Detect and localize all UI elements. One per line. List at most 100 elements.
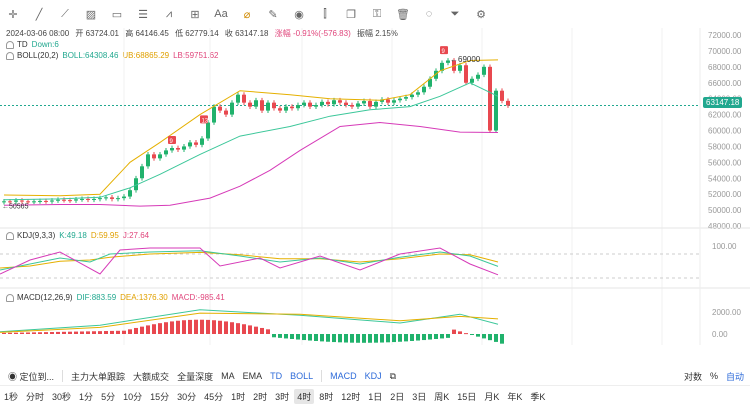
candle-body (284, 106, 288, 111)
line-tool-icon[interactable]: ╱ (35, 8, 43, 21)
price-tick-label: 70000.00 (708, 47, 742, 56)
ray-tool-icon[interactable]: ⟋ (61, 7, 69, 20)
settings-icon[interactable]: ⚙ (476, 8, 486, 21)
macd-histogram-bar (80, 331, 84, 334)
macd-histogram-bar (476, 334, 480, 337)
delete-icon[interactable]: 🗑 (396, 8, 410, 21)
indicator-main-order[interactable]: 主力大单跟踪 (71, 371, 126, 382)
timeframe-22[interactable]: 季K (530, 391, 546, 402)
timeframe-4[interactable]: 5分 (101, 391, 116, 402)
macd-value: MACD:-985.41 (171, 293, 225, 302)
macd-histogram-bar (320, 334, 324, 342)
stats-high: 高 64146.45 (125, 29, 169, 38)
timeframe-17[interactable]: 3日 (412, 391, 427, 402)
copy-icon[interactable]: ❐ (346, 8, 356, 21)
td-mark-label: 9 (170, 139, 174, 145)
indicator-macd[interactable]: MACD (330, 371, 357, 381)
timeframe-21[interactable]: 年K (507, 391, 523, 402)
timeframe-12[interactable]: 4时 (294, 388, 315, 404)
ruler-icon[interactable]: ✎ (268, 8, 278, 21)
candle-body (230, 102, 234, 115)
boll-upper-line (3, 59, 499, 197)
macd-histogram-bar (212, 320, 216, 334)
eye-icon[interactable]: ◉ (294, 8, 304, 21)
macd-histogram-bar (38, 332, 42, 334)
timeframe-2[interactable]: 30秒 (52, 391, 72, 402)
macd-histogram-bar (386, 334, 390, 343)
boll-indicator-label[interactable]: BOLL(20,2) BOLL:64308.46 UB:68865.29 LB:… (6, 51, 218, 60)
lock-icon[interactable]: ⚿ (372, 7, 382, 20)
timeframe-14[interactable]: 12时 (341, 391, 361, 402)
macd-histogram-bar (344, 334, 348, 343)
candle-body (116, 198, 120, 200)
parallel-tool-icon[interactable]: ▨ (85, 8, 97, 21)
indicator-large-trade[interactable]: 大额成交 (133, 371, 170, 382)
crosshair-icon[interactable]: ✛ (8, 8, 18, 21)
candle-body (308, 102, 312, 107)
price-tick-label: 50000.00 (708, 206, 742, 215)
bell-icon (6, 40, 14, 49)
timeframe-8[interactable]: 45分 (204, 391, 224, 402)
macd-histogram-bar (338, 334, 342, 343)
timeframe-6[interactable]: 15分 (150, 391, 170, 402)
candle-body (164, 150, 168, 155)
timeframe-10[interactable]: 2时 (253, 391, 268, 402)
text-tool-icon[interactable]: Aa (214, 8, 228, 20)
td-value: Down:6 (31, 40, 59, 49)
indicator-kdj[interactable]: KDJ (364, 371, 382, 381)
candle-body (320, 101, 324, 106)
timeframe-1[interactable]: 分时 (26, 391, 45, 402)
timeframe-20[interactable]: 月K (484, 391, 500, 402)
timeframe-5[interactable]: 10分 (123, 391, 143, 402)
td-mark-badge (168, 136, 176, 145)
indicator-ema[interactable]: EMA (242, 371, 263, 381)
candle-body (476, 74, 480, 79)
candle-body (410, 94, 414, 98)
macd-name: MACD(12,26,9) (17, 293, 73, 302)
td-indicator-label[interactable]: TD Down:6 (6, 40, 59, 49)
indicator-boll[interactable]: BOLL (290, 371, 314, 381)
macd-histogram-bar (2, 332, 6, 334)
indicator-full-depth[interactable]: 全量深度 (177, 371, 214, 382)
macd-histogram-bar (68, 331, 72, 334)
macd-histogram-bar (422, 334, 426, 341)
candle-body (128, 190, 132, 197)
filter-icon[interactable]: ⏷ (450, 7, 460, 20)
candle-body (182, 146, 186, 150)
macd-histogram-bar (20, 332, 24, 334)
timeframe-19[interactable]: 15日 (457, 391, 477, 402)
visibility-icon[interactable]: ◌ (425, 8, 433, 20)
timeframe-13[interactable]: 8时 (319, 391, 334, 402)
timeframe-11[interactable]: 3时 (275, 391, 290, 402)
kdj-tick-label: 100.00 (712, 242, 737, 251)
measure-tool-icon[interactable]: ⊞ (190, 8, 200, 21)
log-scale-toggle[interactable]: 对数 (683, 371, 702, 382)
percent-scale-toggle[interactable]: % (709, 371, 718, 381)
timeframe-15[interactable]: 1日 (368, 391, 383, 402)
timeframe-3[interactable]: 1分 (79, 391, 94, 402)
kdj-indicator-label[interactable]: KDJ(9,3,3) K:49.18 D:59.95 J:27.64 (6, 231, 149, 240)
timeframe-18[interactable]: 周K (434, 391, 450, 402)
macd-histogram-bar (500, 334, 504, 344)
timeframe-9[interactable]: 1时 (231, 391, 246, 402)
rectangle-tool-icon[interactable]: ▭ (111, 8, 123, 21)
auto-scale-toggle[interactable]: 自动 (725, 371, 744, 382)
indicator-td[interactable]: TD (270, 371, 283, 381)
locate-button[interactable]: ◉ 定位到... (8, 371, 55, 382)
pin-icon[interactable]: ⫿ (323, 7, 327, 20)
td-name: TD (17, 40, 28, 49)
macd-histogram-bar (56, 331, 60, 334)
magnet-icon[interactable]: ⌀ (243, 8, 251, 21)
candle-body (140, 166, 144, 179)
macd-dea: DEA:1376.30 (120, 293, 168, 302)
pattern-tool-icon[interactable]: ⩘ (165, 7, 173, 20)
macd-histogram-bar (440, 334, 444, 339)
timeframe-16[interactable]: 2日 (390, 391, 405, 402)
indicator-ma[interactable]: MA (221, 371, 235, 381)
timeframe-0[interactable]: 1秒 (4, 391, 19, 402)
macd-histogram-bar (146, 325, 150, 334)
fib-tool-icon[interactable]: ☰ (138, 8, 148, 21)
external-link-icon[interactable]: ⧉ (389, 370, 397, 381)
timeframe-7[interactable]: 30分 (177, 391, 197, 402)
macd-indicator-label[interactable]: MACD(12,26,9) DIF:883.59 DEA:1376.30 MAC… (6, 293, 225, 302)
